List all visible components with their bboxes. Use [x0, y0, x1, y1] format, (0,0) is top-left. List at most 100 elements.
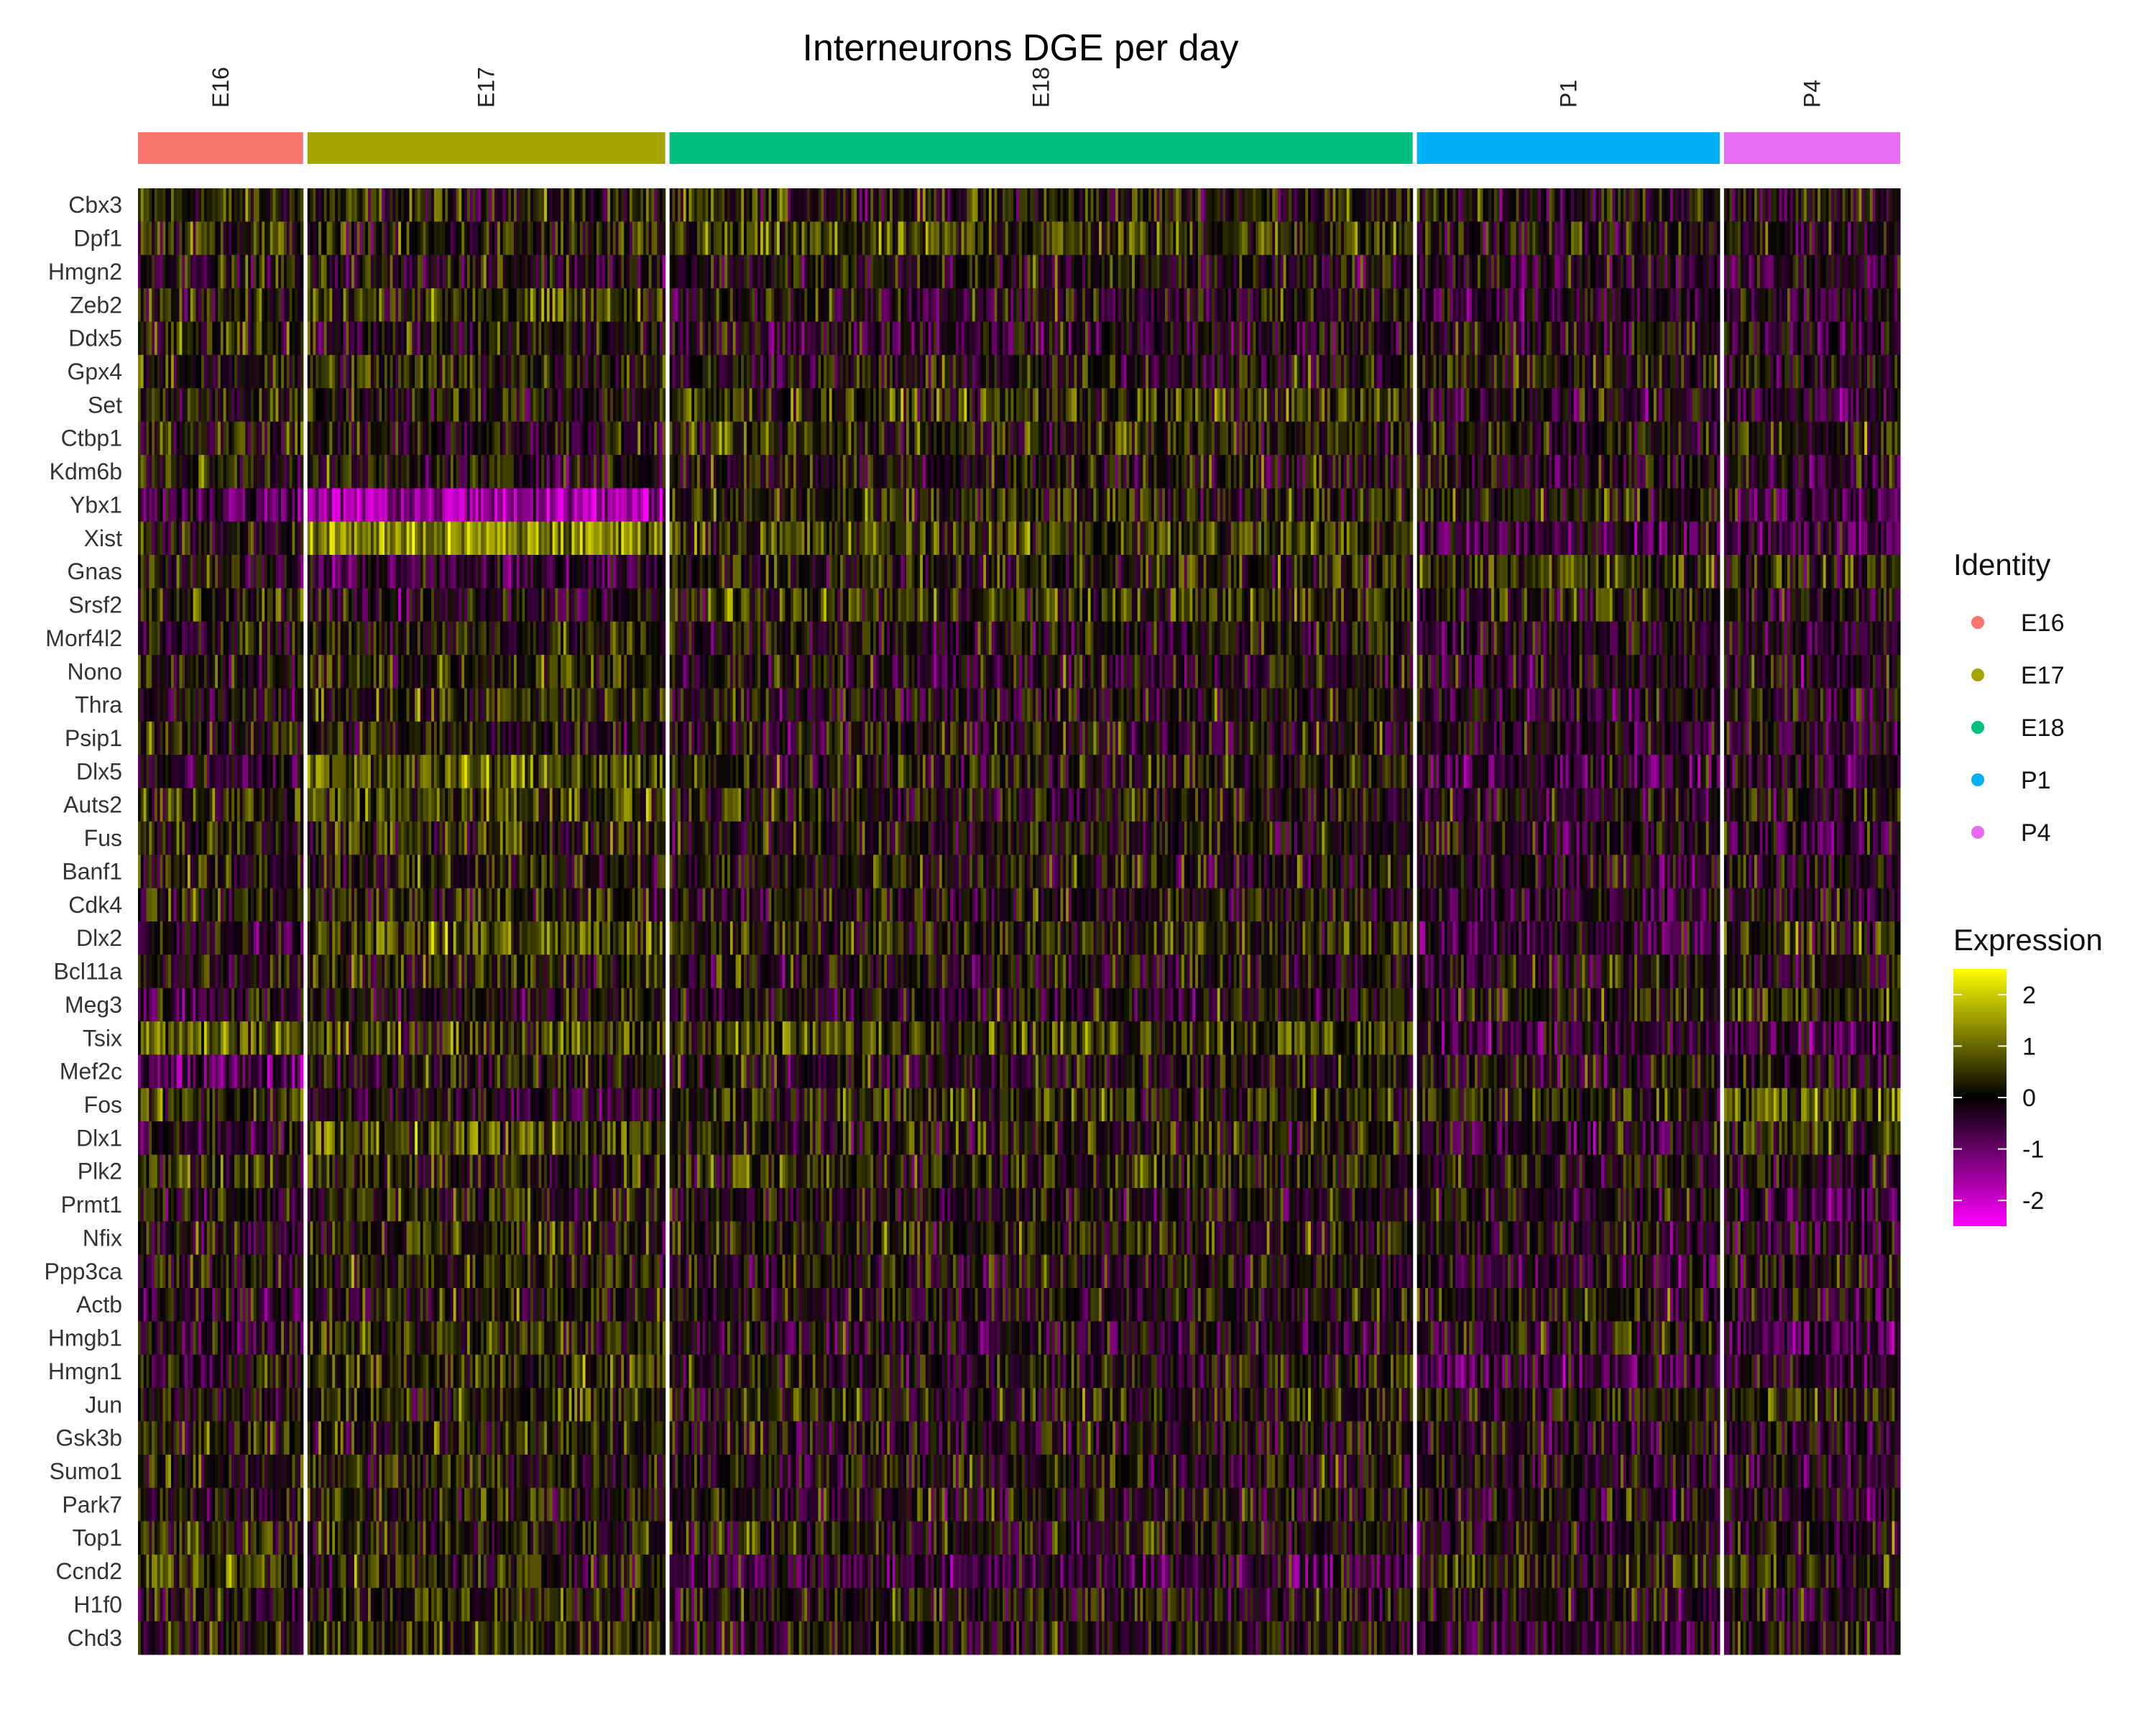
heat-cell — [574, 422, 577, 456]
heat-cell — [711, 255, 714, 289]
heat-cell — [619, 422, 622, 456]
heat-cell — [500, 288, 503, 322]
heat-cell — [983, 188, 986, 222]
heat-cell — [1410, 221, 1413, 255]
heat-cell — [1826, 355, 1829, 389]
heat-cell — [1187, 255, 1190, 289]
heat-cell — [1368, 221, 1371, 255]
heat-cell — [1667, 355, 1670, 389]
heat-cell — [1795, 188, 1798, 222]
heat-cell — [602, 255, 605, 289]
heat-cell — [627, 321, 630, 355]
heat-cell — [777, 388, 780, 422]
heat-cell — [550, 355, 553, 389]
heat-cell — [791, 321, 793, 355]
heat-cell — [287, 422, 290, 456]
heat-cell — [1730, 388, 1733, 422]
heat-cell — [215, 388, 218, 422]
heat-cell — [1325, 288, 1327, 322]
heat-cell — [1541, 188, 1544, 222]
heat-cell — [972, 288, 975, 322]
heat-cell — [574, 388, 577, 422]
heat-cell — [586, 221, 589, 255]
heat-cell — [1527, 321, 1530, 355]
heat-cell — [757, 422, 760, 456]
heat-cell — [1317, 355, 1319, 389]
heat-cell — [1248, 255, 1250, 289]
heat-cell — [1782, 188, 1784, 222]
heat-cell — [1798, 188, 1801, 222]
heat-cell — [517, 221, 520, 255]
heat-cell — [1823, 321, 1826, 355]
heat-cell — [1096, 321, 1099, 355]
heat-cell — [1585, 288, 1588, 322]
heat-cell — [234, 355, 237, 389]
heat-cell — [1738, 221, 1741, 255]
heat-cell — [1294, 355, 1297, 389]
heat-cell — [1393, 188, 1396, 222]
heat-cell — [478, 188, 481, 222]
heat-cell — [431, 188, 434, 222]
heat-cell — [415, 221, 418, 255]
heat-cell — [1261, 388, 1264, 422]
heat-cell — [571, 221, 574, 255]
heat-cell — [1812, 188, 1815, 222]
heat-cell — [840, 188, 843, 222]
heat-cell — [382, 422, 384, 456]
heat-cell — [1272, 422, 1275, 456]
heat-cell — [733, 188, 736, 222]
heat-cell — [346, 221, 349, 255]
heat-cell — [1124, 255, 1127, 289]
heat-cell — [1552, 255, 1554, 289]
heat-cell — [377, 321, 379, 355]
heat-cell — [826, 388, 829, 422]
heat-cell — [813, 388, 816, 422]
heat-cell — [1697, 321, 1700, 355]
heat-cell — [887, 255, 890, 289]
heat-cell — [1222, 321, 1225, 355]
heat-cell — [550, 188, 553, 222]
heat-cell — [522, 422, 525, 456]
heat-cell — [920, 255, 923, 289]
heat-cell — [248, 221, 251, 255]
heat-cell — [837, 188, 840, 222]
heat-cell — [177, 321, 180, 355]
heat-cell — [780, 422, 783, 456]
heat-cell — [237, 355, 240, 389]
heat-cell — [262, 355, 264, 389]
heat-cell — [1565, 355, 1568, 389]
heat-cell — [1467, 288, 1470, 322]
heat-cell — [683, 422, 686, 456]
heat-cell — [1044, 188, 1046, 222]
heat-cell — [1234, 422, 1237, 456]
heat-cell — [245, 221, 248, 255]
heat-cell — [774, 188, 777, 222]
heat-cell — [506, 288, 509, 322]
heat-cell — [1380, 255, 1383, 289]
heat-cell — [969, 321, 972, 355]
heat-cell — [962, 188, 964, 222]
heat-cell — [287, 221, 290, 255]
heat-cell — [688, 288, 691, 322]
heat-cell — [1516, 221, 1519, 255]
heat-cell — [588, 288, 591, 322]
heat-cell — [1314, 221, 1317, 255]
heat-cell — [357, 288, 360, 322]
heat-cell — [382, 255, 384, 289]
heat-cell — [1823, 288, 1826, 322]
heat-cell — [906, 255, 909, 289]
heat-cell — [1784, 388, 1787, 422]
heat-cell — [1159, 255, 1162, 289]
heat-cell — [1593, 221, 1596, 255]
heat-cell — [1475, 355, 1478, 389]
heat-cell — [461, 355, 464, 389]
heat-cell — [349, 388, 351, 422]
heat-cell — [1480, 221, 1483, 255]
heat-cell — [1436, 221, 1439, 255]
heat-cell — [837, 388, 840, 422]
heat-cell — [1267, 321, 1270, 355]
heat-cell — [1807, 388, 1810, 422]
heat-cell — [1703, 355, 1706, 389]
heat-cell — [329, 388, 332, 422]
heat-cell — [719, 255, 722, 289]
